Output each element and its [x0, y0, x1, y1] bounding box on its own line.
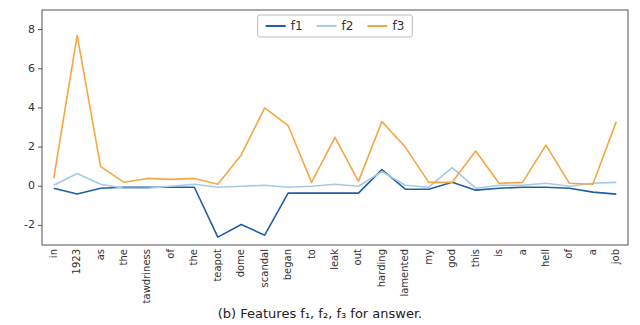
- tick-label: my: [423, 249, 434, 265]
- tick-label: lamented: [399, 249, 410, 297]
- tick-label: tawdriness: [141, 249, 152, 303]
- tick-label: the: [118, 249, 129, 265]
- line: [54, 35, 617, 184]
- x-axis: in 1923 as the tawdriness of the teapot dome scan…: [48, 249, 622, 304]
- tick-label: scandal: [259, 249, 270, 287]
- tick-mark: [38, 68, 42, 69]
- legend-label: f3: [392, 19, 404, 33]
- tick-label: leak: [329, 249, 340, 270]
- tick-label: teapot: [212, 249, 223, 282]
- tick-label: a: [517, 249, 528, 255]
- tick-label: the: [188, 249, 199, 265]
- tick-mark: [38, 147, 42, 148]
- tick-label: is: [493, 249, 504, 257]
- title: (b) Features f₁, f₂, f₃ for answer.: [218, 306, 422, 321]
- tick-label: 1923: [71, 249, 82, 274]
- tick-mark: [38, 29, 42, 30]
- tick-label: as: [95, 249, 106, 260]
- legend-box: [258, 15, 413, 37]
- lines: [54, 35, 617, 237]
- tick-mark: [38, 225, 42, 226]
- legend-label: f1: [291, 19, 303, 33]
- plot-frame: [42, 10, 628, 245]
- tick-label: out: [352, 249, 363, 265]
- legend-swatch: [317, 25, 337, 27]
- y-axis: -2 0 2 4 6 8: [24, 23, 42, 232]
- tick-mark: [38, 186, 42, 187]
- tick-label: hell: [540, 249, 551, 267]
- chart: -2 0 2 4 6 8 in 1923 as the tawdriness of the teapot d…: [0, 0, 640, 325]
- tick-label: 4: [28, 101, 35, 114]
- tick-mark: [38, 107, 42, 108]
- tick-label: 2: [28, 140, 35, 153]
- tick-label: in: [48, 249, 59, 258]
- tick-label: dome: [235, 249, 246, 277]
- tick-label: of: [563, 249, 574, 259]
- tick-label: 6: [28, 62, 35, 75]
- tick-label: 0: [28, 179, 35, 192]
- legend-label: f2: [342, 19, 354, 33]
- tick-label: harding: [376, 249, 387, 287]
- tick-label: began: [282, 249, 293, 280]
- tick-label: job: [610, 249, 621, 265]
- legend-swatch: [266, 25, 286, 27]
- tick-label: to: [306, 249, 317, 259]
- tick-label: god: [446, 249, 457, 268]
- tick-label: 8: [28, 23, 35, 36]
- tick-label: of: [165, 249, 176, 259]
- tick-label: -2: [24, 218, 35, 231]
- line: [54, 168, 617, 189]
- tick-label: this: [470, 249, 481, 267]
- legend-swatch: [367, 25, 387, 27]
- tick-label: a: [587, 249, 598, 255]
- legend: f1 f2 f3: [258, 15, 413, 37]
